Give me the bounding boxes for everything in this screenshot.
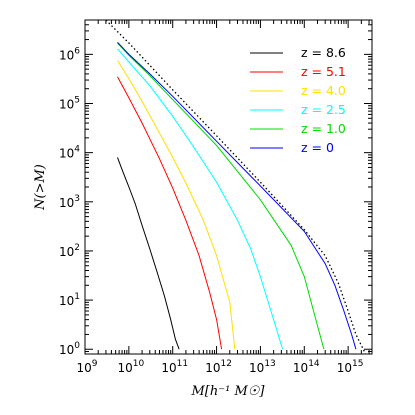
- legend-label: z = 4.0: [301, 83, 346, 98]
- y-tick-label: 102: [59, 243, 80, 259]
- legend-label: z = 0: [301, 140, 334, 155]
- x-tick-label: 1010: [117, 359, 144, 375]
- y-tick-label: 101: [59, 292, 80, 308]
- x-tick-label: 1013: [249, 359, 276, 375]
- y-axis-label: N(>M): [33, 164, 48, 211]
- dotted-reference-line: [105, 20, 367, 354]
- series-line-4: [117, 42, 325, 350]
- legend-label: z = 5.1: [301, 64, 346, 79]
- legend-label: z = 1.0: [301, 121, 346, 136]
- y-tick-label: 104: [59, 145, 80, 161]
- y-tick-label: 106: [59, 46, 80, 62]
- tick-layer: 109 1010 1011 1012 1013 1014 1015 100 101 102 103 1…: [59, 19, 372, 375]
- legend-label: z = 8.6: [301, 45, 346, 60]
- legend: z = 8.6 z = 5.1 z = 4.0 z = 2.5 z = 1.0 z = 0: [250, 45, 346, 155]
- x-tick-label: 1015: [337, 359, 364, 375]
- series-line-0: [117, 157, 180, 350]
- x-tick-label: 109: [76, 359, 97, 375]
- series-line-3: [117, 48, 284, 350]
- x-axis-label: M[h⁻¹ M☉]: [191, 384, 266, 399]
- y-tick-label: 103: [59, 194, 80, 210]
- legend-label: z = 2.5: [301, 102, 346, 117]
- series-line-2: [117, 60, 236, 350]
- series-line-1: [117, 76, 223, 350]
- x-tick-label: 1011: [161, 359, 188, 375]
- y-tick-label: 100: [59, 341, 80, 357]
- x-tick-label: 1012: [205, 359, 232, 375]
- series-line-5: [117, 42, 357, 350]
- series-layer: [105, 20, 367, 354]
- y-tick-label: 105: [59, 96, 80, 112]
- x-tick-label: 1014: [293, 359, 320, 375]
